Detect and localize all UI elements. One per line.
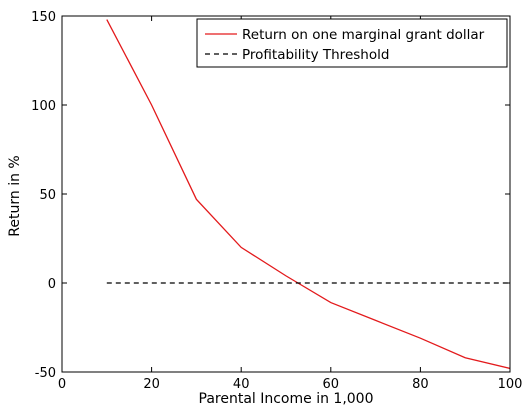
y-tick-label: -50 [35,366,56,381]
x-axis-label: Parental Income in 1,000 [199,391,374,407]
x-tick-label: 0 [58,377,66,392]
x-tick-label: 20 [143,377,160,392]
y-axis-label: Return in % [7,155,23,236]
series-layer [106,19,511,370]
y-tick-label: 50 [39,188,56,203]
plot-area [61,15,511,373]
y-tick-label: 0 [48,277,56,292]
y-tick-label: 150 [31,10,56,25]
x-tick-label: 100 [498,377,523,392]
x-tick-label: 60 [323,377,340,392]
x-tick-label: 80 [412,377,429,392]
legend-box [196,18,508,68]
legend: Return on one marginal grant dollar Prof… [196,18,508,68]
legend-label-threshold: Profitability Threshold [242,47,389,63]
series-line-return [106,19,511,370]
x-tick-label: 40 [233,377,250,392]
plot-frame [61,15,511,373]
legend-label-return: Return on one marginal grant dollar [242,27,485,43]
y-tick-label: 100 [31,99,56,114]
